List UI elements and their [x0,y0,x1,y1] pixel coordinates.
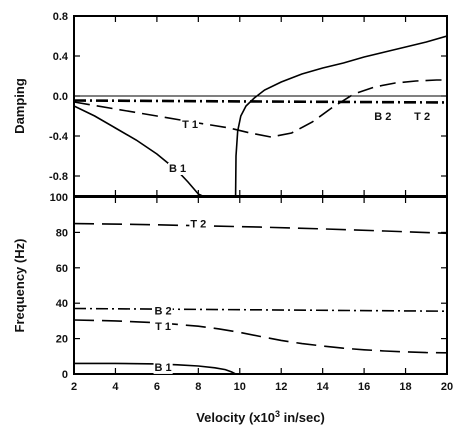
damping-ytick-label: 0.4 [53,51,69,63]
frequency-xtick-label: 4 [112,381,119,393]
damping-curve-label: B 2 [374,111,391,123]
frequency-xtick-label: 8 [195,381,201,393]
frequency-series-b2-line [74,307,447,312]
frequency-ylabel: Frequency (Hz) [12,239,27,333]
damping-ytick-label: -0.8 [49,171,68,183]
damping-ytick-label: 0.8 [53,11,68,23]
frequency-curve-label: T 2 [190,219,206,231]
frequency-ytick-label: 60 [56,263,68,275]
damping-curve-label-bg [413,111,432,123]
frequency-xtick-label: 20 [441,381,453,393]
frequency-xlabel: Velocity (x103 in/sec) [196,409,325,425]
damping-curve-label: B 1 [169,163,186,175]
damping-curve-label-bg [373,111,393,123]
frequency-curve-label: B 2 [155,305,172,317]
damping-ytick-label: -0.4 [49,131,69,143]
frequency-ytick-label: 80 [56,227,68,239]
damping-series-aux1-line [234,35,447,196]
frequency-xtick-label: 2 [71,381,77,393]
frequency-curve-label-bg [189,218,208,231]
damping-series-t2-line [74,99,447,103]
frequency-series-b1-line [74,362,236,374]
frequency-ytick-label: 0 [62,369,68,381]
damping-curve-label-bg [181,119,199,131]
damping-curve-label-bg [168,163,188,175]
frequency-xtick-label: 10 [234,381,246,393]
damping-series-b1-line [74,105,203,196]
frequency-xtick-label: 16 [358,381,370,393]
damping-curve-label: T 1 [182,119,198,131]
damping-ytick-label: 0.0 [53,91,68,103]
frequency-ytick-label: 100 [50,192,68,204]
damping-plot-frame [73,15,448,197]
frequency-ytick-label: 20 [56,334,68,346]
frequency-curve-label: T 1 [155,321,171,333]
frequency-curve-label-bg [153,361,173,374]
frequency-curve-label-bg [154,321,173,334]
damping-series-b2-line [74,100,447,104]
frequency-curve-label-bg [153,305,173,318]
frequency-xtick-label: 6 [154,381,160,393]
frequency-xtick-label: 12 [275,381,287,393]
frequency-series-t2-line [74,222,447,235]
frequency-series-t1-line [74,319,447,354]
damping-series-t1-line [74,79,447,138]
frequency-curve-label: B 1 [155,362,172,374]
frequency-ytick-label: 40 [56,298,68,310]
damping-curve-label: T 2 [414,111,430,123]
frequency-xtick-label: 14 [317,381,330,393]
frequency-plot-frame [73,196,448,375]
damping-ylabel: Damping [12,78,27,134]
frequency-xtick-label: 18 [399,381,411,393]
